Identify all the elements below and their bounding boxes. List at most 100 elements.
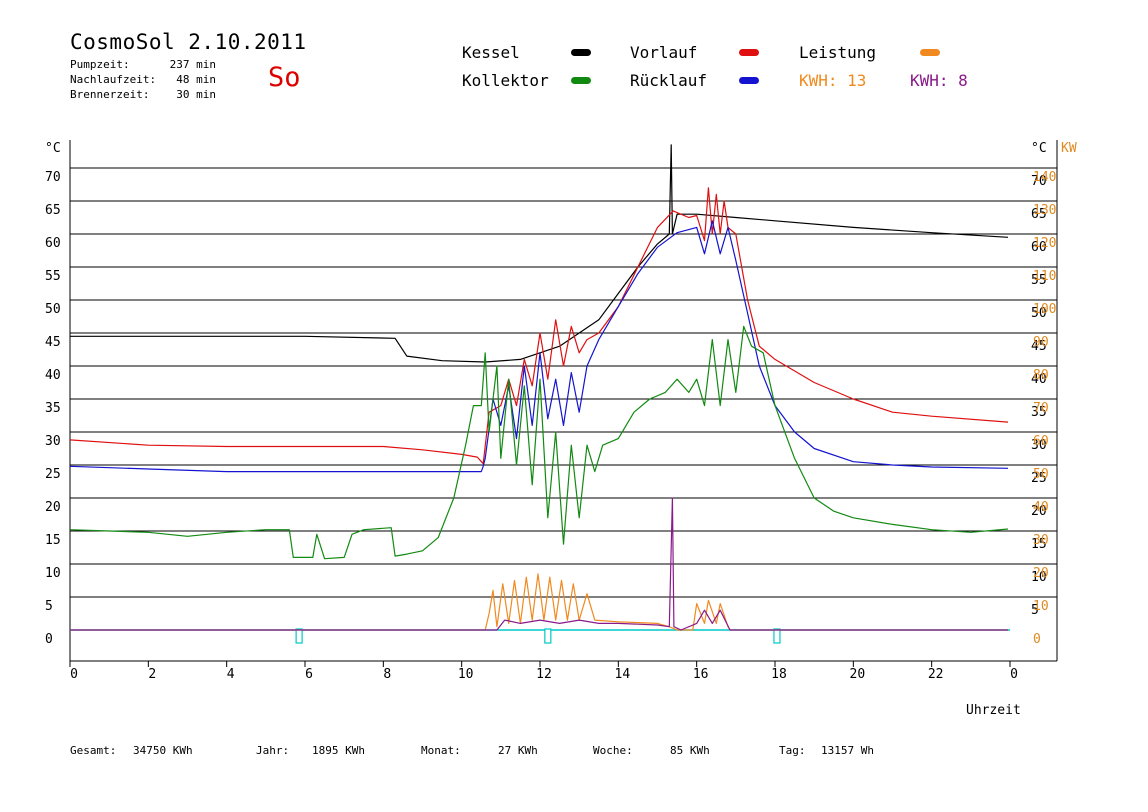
x-tick-label: 12 — [536, 667, 552, 682]
info-label: Pumpzeit: — [70, 58, 130, 71]
x-tick-label: 4 — [227, 667, 235, 682]
y-tick-label-right: 35 — [1031, 405, 1047, 420]
summary-label: Jahr: — [256, 744, 290, 757]
y2-axis-unit: KW — [1061, 141, 1077, 156]
x-tick-label: 10 — [458, 667, 474, 682]
info-label: Brennerzeit: — [70, 88, 150, 101]
y2-tick-label: 130 — [1033, 203, 1056, 218]
x-tick-label: 18 — [771, 667, 787, 682]
y-tick-label-right: 45 — [1031, 339, 1047, 354]
summary-value: 34750 KWh — [133, 744, 193, 757]
y-tick-label: 5 — [45, 599, 53, 614]
y2-tick-label: 10 — [1033, 599, 1049, 614]
page-title: CosmoSol 2.10.2011 — [70, 30, 307, 54]
y-tick-label: 50 — [45, 302, 61, 317]
event-marker — [773, 628, 781, 644]
summary-value: 13157 Wh — [821, 744, 874, 757]
info-value: 48 min — [176, 73, 216, 86]
y-axis-unit-right: °C — [1031, 141, 1047, 156]
x-tick-label: 0 — [70, 667, 78, 682]
legend-label: Kessel — [462, 43, 520, 62]
y2-tick-label: 60 — [1033, 434, 1049, 449]
y-tick-label: 0 — [45, 632, 53, 647]
legend-swatch — [920, 49, 940, 56]
info-row: Brennerzeit: 30 min — [70, 87, 216, 102]
event-marker — [544, 628, 552, 644]
y-tick-label: 55 — [45, 269, 61, 284]
y-tick-label-right: 25 — [1031, 471, 1047, 486]
y-tick-label: 60 — [45, 236, 61, 251]
x-axis-label: Uhrzeit — [966, 703, 1021, 718]
runtime-info: Pumpzeit: 237 min Nachlaufzeit: 48 min Brenn… — [70, 57, 216, 102]
x-tick-label: 6 — [305, 667, 313, 682]
y-tick-label: 20 — [45, 500, 61, 515]
y-tick-label-right: 40 — [1031, 372, 1047, 387]
y-tick-label-right: 10 — [1031, 570, 1047, 585]
y-tick-label: 15 — [45, 533, 61, 548]
y-tick-label-right: 70 — [1031, 174, 1047, 189]
y2-tick-label: 90 — [1033, 335, 1049, 350]
summary-value: 27 KWh — [498, 744, 538, 757]
series-line-leistung — [70, 573, 1008, 631]
info-row: Pumpzeit: 237 min — [70, 57, 216, 72]
y-tick-label: 40 — [45, 368, 61, 383]
y-tick-label: 70 — [45, 170, 61, 185]
y-tick-label-right: 55 — [1031, 273, 1047, 288]
summary-value: 1895 KWh — [312, 744, 365, 757]
x-tick-label: 16 — [693, 667, 709, 682]
kwh-label: KWH: 8 — [910, 71, 968, 90]
info-value: 30 min — [176, 88, 216, 101]
kwh-label: KWH: 13 — [799, 71, 867, 90]
y-tick-label-right: 15 — [1031, 537, 1047, 552]
series-line-kwh-8 — [70, 497, 1008, 631]
info-label: Nachlaufzeit: — [70, 73, 157, 86]
x-tick-label: 14 — [615, 667, 631, 682]
y2-tick-label: 110 — [1033, 269, 1056, 284]
y2-tick-label: 20 — [1033, 566, 1049, 581]
y-tick-label-right: 65 — [1031, 207, 1047, 222]
series-line-kollektor — [69, 325, 1009, 560]
y-tick-label-right: 20 — [1031, 504, 1047, 519]
y2-tick-label: 80 — [1033, 368, 1049, 383]
legend-label: Vorlauf — [630, 43, 698, 62]
y2-tick-label: 0 — [1033, 632, 1041, 647]
event-marker — [295, 628, 303, 644]
series-line-r-cklauf — [69, 220, 1009, 473]
x-tick-label: 8 — [383, 667, 391, 682]
y2-tick-label: 70 — [1033, 401, 1049, 416]
y-tick-label-right: 50 — [1031, 306, 1047, 321]
y2-tick-label: 140 — [1033, 170, 1056, 185]
summary-label: Monat: — [421, 744, 461, 757]
y-tick-label: 35 — [45, 401, 61, 416]
y-tick-label: 45 — [45, 335, 61, 350]
y-axis-unit: °C — [45, 141, 61, 156]
info-value: 237 min — [169, 58, 216, 71]
legend-swatch — [739, 77, 759, 84]
y-tick-label-right: 30 — [1031, 438, 1047, 453]
y2-tick-label: 30 — [1033, 533, 1049, 548]
x-tick-label: 20 — [850, 667, 866, 682]
series-line-kessel — [70, 144, 1009, 363]
summary-label: Gesamt: — [70, 744, 117, 757]
summary-label: Tag: — [779, 744, 806, 757]
legend-swatch — [571, 49, 591, 56]
x-tick-label: 0 — [1010, 667, 1018, 682]
summary-value: 85 KWh — [670, 744, 710, 757]
y2-tick-label: 100 — [1033, 302, 1056, 317]
y-tick-label: 10 — [45, 566, 61, 581]
y2-tick-label: 40 — [1033, 500, 1049, 515]
legend-swatch — [571, 77, 591, 84]
y2-tick-label: 50 — [1033, 467, 1049, 482]
y-tick-label: 65 — [45, 203, 61, 218]
y-tick-label-right: 60 — [1031, 240, 1047, 255]
info-row: Nachlaufzeit: 48 min — [70, 72, 216, 87]
summary-label: Woche: — [593, 744, 633, 757]
x-tick-label: 2 — [148, 667, 156, 682]
y-tick-label-right: 5 — [1031, 603, 1039, 618]
x-tick-label: 22 — [928, 667, 944, 682]
legend-label: Kollektor — [462, 71, 549, 90]
legend-label: Rücklauf — [630, 71, 708, 90]
weekday-label: So — [268, 62, 301, 93]
y2-tick-label: 120 — [1033, 236, 1056, 251]
